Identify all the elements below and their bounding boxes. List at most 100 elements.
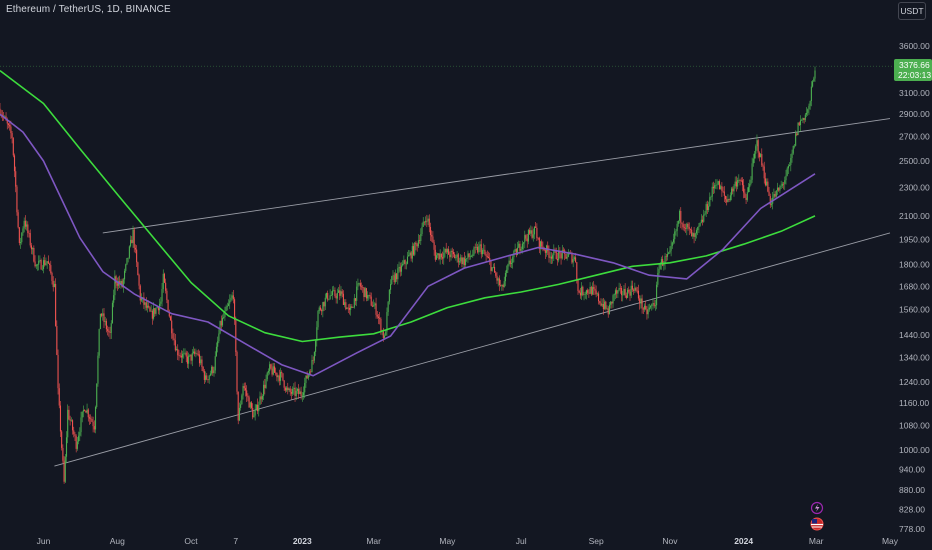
candle <box>146 300 149 313</box>
candle <box>356 281 358 307</box>
candle <box>47 255 49 264</box>
candle <box>93 420 95 433</box>
candle <box>635 286 637 293</box>
candle <box>368 294 370 301</box>
candle <box>367 291 369 301</box>
candle <box>802 117 804 124</box>
candle <box>755 144 757 159</box>
candle <box>560 252 562 265</box>
candle <box>357 278 359 291</box>
time-axis[interactable]: Jun Aug Oct 7 2023 Mar May Jul Sep Nov 2024 Mar May <box>37 536 899 546</box>
candle <box>225 304 227 312</box>
candle <box>311 354 313 373</box>
candle <box>41 265 43 271</box>
candle <box>154 308 156 317</box>
candle <box>666 248 669 261</box>
candle <box>408 249 410 257</box>
candle <box>329 289 331 300</box>
candle <box>227 299 230 307</box>
event-markers[interactable] <box>810 501 824 531</box>
time-axis-tick: Mar <box>366 536 381 546</box>
candle <box>290 388 292 400</box>
candle <box>364 286 366 298</box>
candle <box>791 149 793 163</box>
candle <box>416 242 418 252</box>
candle <box>316 321 318 347</box>
candle <box>693 227 695 244</box>
candle <box>229 294 231 309</box>
candle <box>194 348 196 357</box>
candle <box>721 182 723 197</box>
candle <box>250 401 253 410</box>
candle <box>260 392 262 405</box>
candle <box>633 288 635 295</box>
candle <box>558 245 560 263</box>
candle <box>687 222 689 231</box>
candle <box>396 272 398 282</box>
candle <box>784 176 786 191</box>
candle <box>518 240 520 249</box>
candle <box>714 182 716 194</box>
candle <box>442 251 444 264</box>
currency-button[interactable]: USDT <box>898 2 926 20</box>
candle <box>21 232 23 245</box>
candle <box>679 209 681 224</box>
candle <box>383 333 386 339</box>
candle <box>406 251 409 265</box>
candle <box>658 263 660 278</box>
symbol-header: Ethereum / TetherUS, 1D, BINANCE <box>6 4 171 15</box>
candle <box>750 176 752 186</box>
candle <box>88 414 91 425</box>
candle <box>324 293 326 311</box>
candle <box>29 229 31 248</box>
time-axis-tick: Nov <box>662 536 678 546</box>
candle <box>157 306 159 315</box>
candle <box>433 239 435 256</box>
candle <box>126 257 128 266</box>
candle <box>751 157 753 183</box>
candle <box>208 374 210 384</box>
candle <box>743 179 745 199</box>
candle <box>591 282 594 296</box>
price-axis-tick: 1080.00 <box>899 421 930 431</box>
candle <box>509 255 511 268</box>
candle <box>701 215 704 226</box>
trendline-upper[interactable] <box>102 118 891 234</box>
price-axis[interactable]: 3600.003300.003100.002900.002700.002500.… <box>899 41 930 534</box>
candle <box>691 226 693 237</box>
candle <box>243 382 245 391</box>
trendline-lower[interactable] <box>54 232 891 467</box>
candle <box>27 221 29 238</box>
candle <box>682 220 684 231</box>
candle <box>680 207 682 229</box>
candle <box>253 410 255 418</box>
candle <box>647 304 649 319</box>
candle <box>526 233 528 248</box>
candle <box>214 351 216 374</box>
candle <box>215 342 217 357</box>
candle <box>212 365 214 376</box>
candle <box>654 300 656 311</box>
candle <box>82 405 84 418</box>
candle <box>745 194 747 204</box>
candle <box>127 257 129 263</box>
candle <box>808 103 810 115</box>
candle <box>643 303 646 312</box>
candle <box>295 387 297 401</box>
candle <box>40 258 42 270</box>
candle <box>450 248 452 261</box>
candle <box>209 370 211 377</box>
candle <box>665 253 667 262</box>
candle <box>512 255 514 269</box>
candle <box>466 258 468 262</box>
price-axis-tick: 3600.00 <box>899 41 930 51</box>
candle <box>417 234 419 249</box>
candle <box>778 187 780 192</box>
candle <box>276 372 278 382</box>
candle <box>330 291 332 297</box>
candle <box>587 288 589 295</box>
candle <box>50 260 52 275</box>
candle <box>307 373 309 381</box>
candle <box>237 391 239 425</box>
